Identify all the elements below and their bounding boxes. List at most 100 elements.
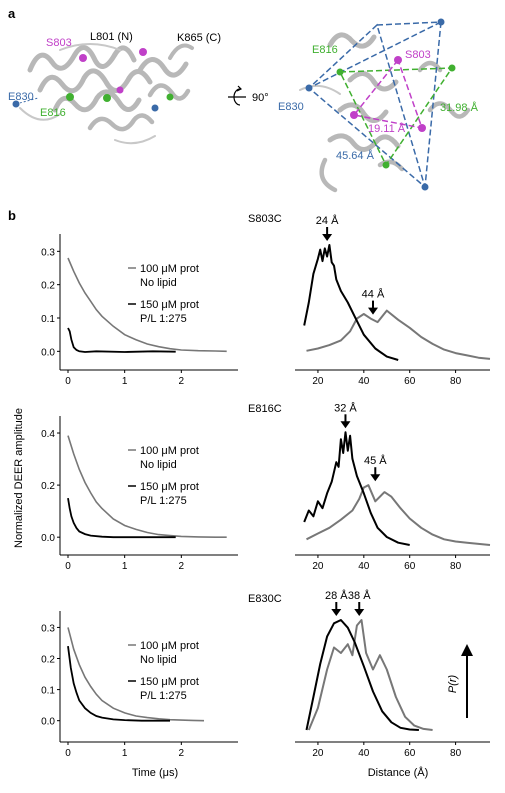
E816C-mutant-label: E816C: [248, 403, 282, 415]
panel-b-label: b: [8, 208, 16, 223]
E830C-peak-label-2: 38 Å: [348, 589, 371, 602]
E816C-dist-xtick-label: 60: [404, 561, 416, 572]
triangle-s803-magenta: [352, 58, 424, 129]
E816C-legend-no-lipid-line2: No lipid: [140, 459, 177, 471]
e816-spin-dot-left-1: [66, 93, 74, 101]
panel-a-label: a: [8, 6, 16, 21]
E830C-time-xtick-label: 0: [65, 748, 71, 759]
E830C-time-ytick-label: 0.2: [41, 655, 55, 666]
E816C-time-xtick-label: 1: [122, 561, 128, 572]
S803C-time-xtick-label: 0: [65, 376, 71, 387]
e830-spin-dot-right-2: [305, 84, 313, 92]
E830C-legend-no-lipid-line1: 100 μM prot: [140, 640, 199, 652]
label-distance-green: 31.98 Å: [440, 101, 479, 114]
e816-spin-dot-right-3: [382, 161, 390, 169]
label-distance-magenta: 19.11 Å: [368, 122, 406, 135]
E830C-legend-pl-line2: P/L 1:275: [140, 690, 187, 702]
e830-spin-dot-left-2: [151, 104, 159, 112]
E830C-peak-arrowhead-2: [354, 609, 365, 616]
s803-spin-dot-left-2: [139, 48, 147, 56]
e830-spin-dot-right-3: [421, 183, 429, 191]
E830C-mutant-label: E830C: [248, 593, 282, 605]
S803C-peak-label-1: 24 Å: [316, 214, 339, 227]
E830C-peak-label-1: 28 Å: [325, 589, 348, 602]
S803C-time-ytick-label: 0.1: [41, 314, 55, 325]
S803C-legend-pl-line2: P/L 1:275: [140, 313, 187, 325]
E816C-time-ytick-label: 0.4: [41, 429, 55, 440]
E816C-peak-arrowhead-2: [370, 474, 381, 482]
E816C-legend-pl-line2: P/L 1:275: [140, 495, 187, 507]
structure-left: [19, 43, 194, 145]
E816C-time-series-pl-1-275: [67, 497, 176, 539]
S803C-time-xtick-label: 1: [122, 376, 128, 387]
S803C-legend-pl-line1: 150 μM prot: [140, 299, 199, 311]
S803C-peak-label-2: 44 Å: [362, 288, 385, 301]
E816C-peak-arrowhead-1: [340, 421, 351, 429]
E816C-dist-xtick-label: 40: [358, 561, 370, 572]
E830C-time-ytick-label: 0.0: [41, 717, 55, 728]
E816C-time-ytick-label: 0.0: [41, 533, 55, 544]
E830C-time-xtick-label: 1: [122, 748, 128, 759]
S803C-legend-no-lipid-line2: No lipid: [140, 277, 177, 289]
label-e816-left: E816: [40, 107, 66, 119]
s803-spin-dot-right-3: [418, 124, 426, 132]
E830C-dist-series-no-lipid: [307, 619, 433, 731]
E830C-time-ytick-label: 0.1: [41, 686, 55, 697]
s803-spin-dot-right-1: [394, 56, 402, 64]
E816C-dist-xtick-label: 80: [450, 561, 462, 572]
E816C-time-ytick-label: 0.2: [41, 481, 55, 492]
label-s803-right: S803: [405, 49, 431, 61]
x-axis-title-time: Time (μs): [132, 767, 178, 779]
label-l801: L801 (N): [90, 31, 133, 43]
E830C-dist-series-pl-1-275: [305, 619, 419, 731]
structure-right: [299, 32, 471, 193]
s803-spin-dot-left-3: [116, 86, 124, 94]
deer-charts: 0.0 0.1 0.2 0.3 0 1 2 100 μM prot No lipid 150 μM…: [41, 213, 491, 759]
label-distance-blue: 45.64 Å: [336, 149, 375, 162]
triangle-e816-green: [338, 67, 454, 167]
S803C-legend-no-lipid-line1: 100 μM prot: [140, 263, 199, 275]
E830C-time-series-no-lipid: [67, 627, 205, 722]
s803-spin-dot-right-2: [350, 111, 358, 119]
E816C-peak-label-2: 45 Å: [364, 454, 387, 467]
e816-spin-dot-left-3: [166, 93, 174, 101]
y-axis-title: Normalized DEER amplitude: [13, 408, 25, 548]
label-e830-left: E830: [8, 91, 34, 103]
E816C-time-series-no-lipid: [67, 435, 227, 539]
E830C-dist-xtick-label: 20: [312, 748, 324, 759]
pr-label: P(r): [447, 675, 459, 694]
E816C-dist-series-no-lipid: [306, 484, 491, 546]
e830-spin-dot-right-1: [437, 18, 445, 26]
label-e830-right: E830: [278, 101, 304, 113]
triangle-e830-blue: [307, 23, 427, 190]
E830C-time-xtick-label: 2: [179, 748, 185, 759]
rotation-icon: [228, 85, 246, 106]
S803C-time-xtick-label: 2: [179, 376, 185, 387]
E816C-dist-xtick-label: 20: [312, 561, 324, 572]
E816C-peak-label-1: 32 Å: [334, 401, 357, 414]
S803C-peak-arrowhead-2: [368, 307, 378, 315]
E816C-time-xtick-label: 0: [65, 561, 71, 572]
e816-spin-dot-right-1: [336, 68, 344, 76]
E830C-dist-xtick-label: 80: [450, 748, 462, 759]
E816C-time-xtick-label: 2: [179, 561, 185, 572]
S803C-dist-xtick-label: 60: [404, 376, 416, 387]
E816C-legend-pl-line1: 150 μM prot: [140, 481, 199, 493]
S803C-dist-xtick-label: 20: [312, 376, 324, 387]
e816-spin-dot-left-2: [103, 94, 111, 102]
E816C-legend-no-lipid-line1: 100 μM prot: [140, 445, 199, 457]
label-k865: K865 (C): [177, 32, 221, 44]
rotation-label: 90°: [252, 92, 269, 104]
S803C-dist-xtick-label: 80: [450, 376, 462, 387]
S803C-time-series-pl-1-275: [67, 327, 176, 353]
x-axis-title-distance: Distance (Å): [368, 766, 429, 779]
E830C-dist-xtick-label: 60: [404, 748, 416, 759]
E816C-dist-series-pl-1-275: [303, 431, 410, 546]
triangle-e830-blue-edge-3: [308, 21, 442, 89]
E830C-legend-no-lipid-line2: No lipid: [140, 654, 177, 666]
E830C-time-series-pl-1-275: [67, 645, 170, 722]
pr-arrow-head: [461, 644, 473, 656]
S803C-peak-arrowhead-1: [322, 234, 333, 241]
S803C-time-ytick-label: 0.3: [41, 247, 55, 258]
label-e816-right: E816: [312, 44, 338, 56]
